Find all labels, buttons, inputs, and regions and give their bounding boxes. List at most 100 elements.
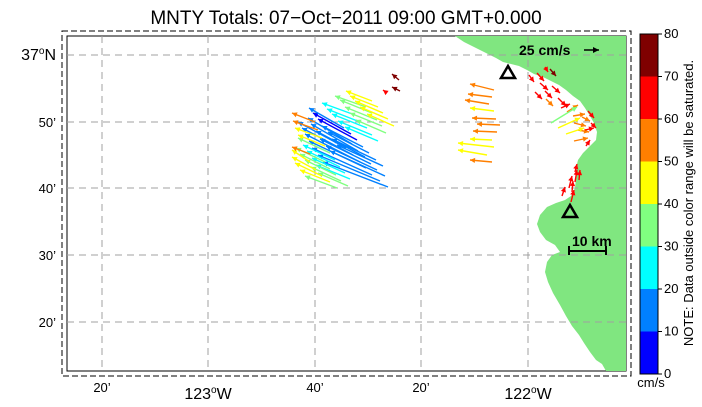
- colorbar-segment: [640, 119, 658, 162]
- current-vector: [355, 119, 387, 134]
- colorbar: 80 70 60 50 40 30 20 10 0: [639, 26, 678, 381]
- current-vector: [573, 136, 589, 142]
- current-vector: [590, 122, 597, 129]
- current-vector: [310, 123, 359, 152]
- current-vector: [291, 156, 317, 171]
- current-vector: [354, 100, 384, 114]
- land-layer: [455, 36, 626, 371]
- current-vector: [584, 126, 595, 132]
- current-vector: [297, 134, 326, 147]
- scale-arrow: 25 cm/s: [519, 42, 599, 58]
- current-vector: [294, 162, 323, 177]
- current-vector: [345, 90, 373, 102]
- coastline-land: [455, 36, 626, 371]
- current-vector: [585, 139, 591, 147]
- lat-label: 30’: [39, 248, 56, 263]
- current-vector: [457, 140, 495, 148]
- latitude-labels: 37oN 50’ 40’ 30’ 20’: [21, 46, 56, 330]
- colorbar-tick-label: 20: [664, 281, 678, 296]
- current-vector: [587, 110, 595, 119]
- current-vector: [294, 127, 323, 139]
- lon-label: 20’: [412, 380, 429, 395]
- colorbar-segment: [640, 34, 658, 77]
- current-vector: [321, 102, 356, 116]
- scale-bar: 10 km: [568, 233, 612, 255]
- current-vector: [382, 89, 389, 96]
- plot-frame-outer: [61, 30, 632, 377]
- current-vector: [572, 112, 586, 118]
- lon-label: 40’: [306, 380, 323, 395]
- current-vector: [476, 121, 501, 127]
- current-vector: [573, 122, 587, 128]
- longitude-labels: 20’ 123oW 40’ 20’ 122oW: [93, 380, 552, 403]
- current-vector: [391, 73, 400, 81]
- current-vector: [299, 153, 331, 170]
- colorbar-tick-label: 50: [664, 154, 678, 169]
- site-1: [498, 63, 518, 80]
- lon-label: 123oW: [184, 385, 232, 403]
- current-vector: [560, 103, 571, 109]
- current-vector: [349, 95, 379, 108]
- current-vector: [560, 186, 566, 197]
- current-vector: [291, 112, 316, 123]
- site-2: [560, 202, 580, 219]
- current-vector: [536, 72, 545, 82]
- current-vector: [326, 108, 361, 123]
- lat-label: 37oN: [21, 46, 56, 64]
- triangle-icon: [498, 63, 518, 80]
- current-vector: [391, 86, 401, 92]
- plot-area: [66, 35, 627, 372]
- current-vector: [329, 150, 386, 177]
- colorbar-segment: [640, 204, 658, 247]
- current-vectors: [291, 66, 597, 203]
- current-vector: [311, 157, 346, 174]
- current-vector: [469, 82, 495, 91]
- current-vector: [467, 92, 493, 98]
- current-vector: [469, 136, 493, 142]
- colorbar-tick-label: 40: [664, 196, 678, 211]
- current-vector: [291, 146, 311, 155]
- current-vector: [469, 157, 493, 164]
- current-vector: [539, 82, 549, 91]
- graticule: [67, 36, 626, 371]
- lon-label: 20’: [93, 380, 110, 395]
- current-vector: [312, 112, 352, 135]
- colorbar-tick-label: 10: [664, 324, 678, 339]
- current-vector: [299, 169, 331, 183]
- colorbar-tick-label: 60: [664, 111, 678, 126]
- current-vector: [471, 115, 497, 121]
- colorbar-segment: [640, 331, 658, 375]
- current-vector: [334, 95, 367, 108]
- current-vector: [551, 85, 561, 94]
- current-vector: [569, 180, 576, 193]
- current-vector: [297, 137, 331, 154]
- scale-arrow-label: 25 cm/s: [519, 42, 571, 58]
- current-vector: [359, 106, 389, 120]
- current-vector: [557, 97, 567, 107]
- current-vector: [573, 163, 579, 173]
- current-vector: [366, 113, 395, 127]
- current-vector: [570, 189, 576, 203]
- colorbar-unit: cm/s: [637, 375, 665, 390]
- lat-label: 20’: [39, 315, 56, 330]
- current-vector: [339, 99, 373, 114]
- map-title: MNTY Totals: 07−Oct−2011 09:00 GMT+0.000: [150, 8, 541, 29]
- current-vector: [557, 117, 581, 129]
- colorbar-segment: [640, 76, 658, 120]
- colorbar-segment: [640, 161, 658, 205]
- lat-label: 50’: [39, 115, 56, 130]
- current-vector: [337, 120, 373, 136]
- current-vector: [534, 91, 543, 100]
- current-vector: [291, 149, 311, 163]
- triangle-icon: [560, 202, 580, 219]
- lon-label: 122oW: [504, 385, 552, 403]
- current-vector: [528, 74, 535, 83]
- colorbar-note: NOTE: Data outside color range will be s…: [681, 60, 696, 346]
- colorbar-tick-label: 30: [664, 239, 678, 254]
- colorbar-segment: [640, 246, 658, 290]
- colorbar-tick-label: 0: [664, 366, 671, 381]
- colorbar-tick-label: 80: [664, 26, 678, 41]
- current-vector: [321, 125, 364, 148]
- current-vector: [344, 126, 379, 142]
